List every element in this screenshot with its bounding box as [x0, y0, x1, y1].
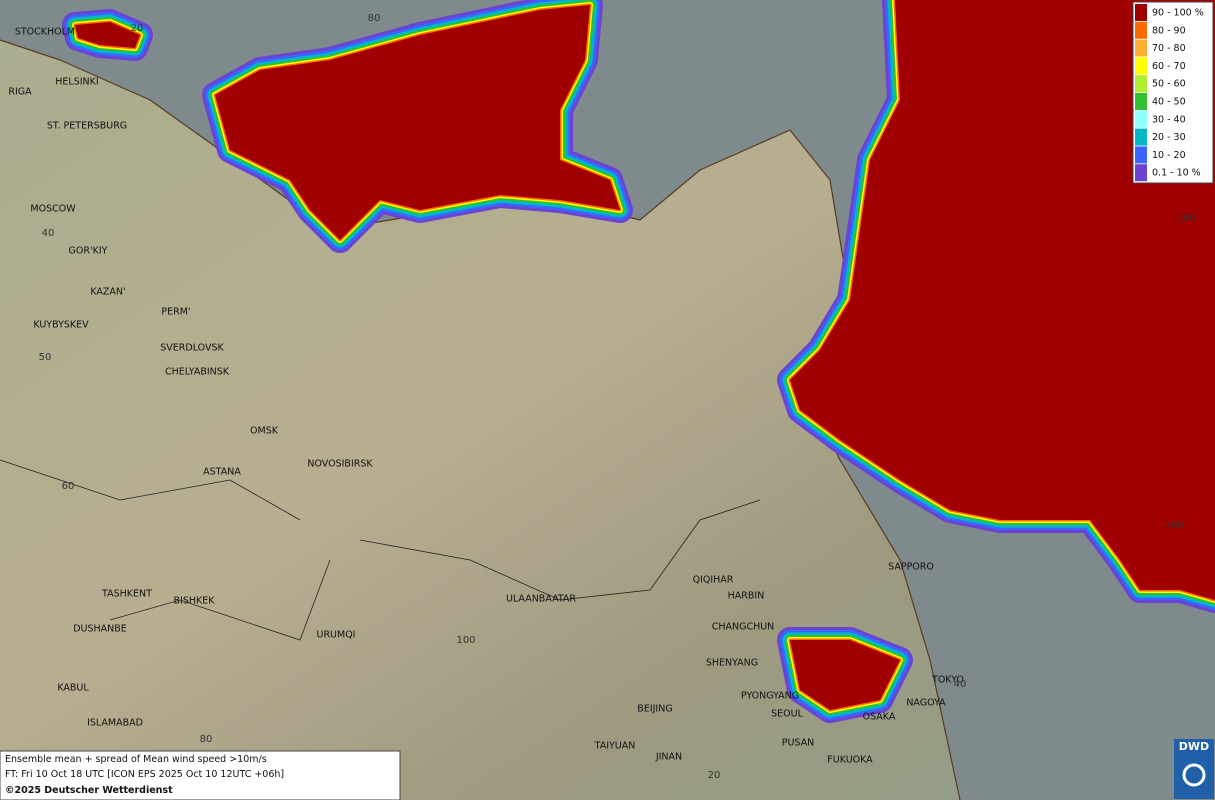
city-label: BEIJING — [637, 704, 672, 715]
city-label: ISLAMABAD — [87, 718, 143, 729]
city-label: NOVOSIBIRSK — [307, 459, 373, 470]
grid-label: 80 — [200, 734, 213, 745]
legend: 90 - 100 % 80 - 90 70 - 80 60 - 70 50 - 60 40… — [1132, 1, 1214, 184]
city-label: PUSAN — [782, 738, 815, 749]
city-label: QIQIHAR — [693, 575, 734, 586]
legend-swatch — [1135, 164, 1147, 182]
logo-icon — [1182, 763, 1206, 787]
grid-label: 20 — [708, 770, 721, 781]
city-label: CHELYABINSK — [165, 367, 230, 378]
legend-swatch — [1135, 21, 1147, 39]
city-label: TAIYUAN — [594, 741, 636, 752]
grid-label: 180 — [1176, 213, 1195, 224]
legend-swatch — [1135, 93, 1147, 110]
city-label: SVERDLOVSK — [160, 343, 224, 354]
wind-core — [75, 22, 140, 48]
city-label: HELSINKI — [55, 77, 98, 88]
city-label: KUYBYSKEV — [33, 320, 89, 331]
city-label: OSAKA — [863, 712, 896, 723]
legend-label: 80 - 90 — [1152, 25, 1186, 36]
city-label: CHANGCHUN — [712, 622, 775, 633]
city-label: NAGOYA — [906, 698, 946, 709]
city-label: DUSHANBE — [73, 624, 127, 635]
city-label: ST. PETERSBURG — [47, 121, 127, 132]
grid-label: 100 — [456, 635, 475, 646]
legend-swatch — [1135, 57, 1147, 75]
borders — [0, 459, 761, 641]
city-label: PYONGYANG — [741, 691, 799, 702]
legend-swatch — [1135, 128, 1147, 146]
city-label: BISHKEK — [174, 596, 216, 607]
coastline — [0, 39, 961, 801]
grid-label: 20 — [131, 23, 144, 34]
city-label: SHENYANG — [706, 658, 758, 669]
legend-swatch — [1135, 146, 1147, 164]
wind-core — [215, 5, 620, 240]
footer-text: FT: Fri 10 Oct 18 UTC [ICON EPS 2025 Oct… — [5, 769, 284, 780]
grid-label: 40 — [42, 228, 55, 239]
city-label: STOCKHOLM — [15, 27, 75, 38]
grid-label: 80 — [368, 13, 381, 24]
legend-label: 30 - 40 — [1152, 114, 1186, 125]
legend-label: 90 - 100 % — [1152, 8, 1204, 19]
footer-text: Ensemble mean + spread of Mean wind spee… — [5, 754, 267, 765]
city-label: MOSCOW — [30, 204, 76, 215]
city-label: FUKUOKA — [827, 755, 873, 766]
legend-label: 40 - 50 — [1152, 97, 1186, 108]
city-label: SAPPORO — [888, 562, 934, 573]
city-label: TOKYO — [931, 675, 964, 686]
grid-label: 60 — [62, 481, 75, 492]
logo-text: DWD — [1179, 740, 1209, 753]
city-label: URUMQI — [317, 630, 356, 641]
city-label: ASTANA — [203, 467, 241, 478]
wind-areas — [62, 0, 1215, 723]
city-label: KABUL — [57, 683, 89, 694]
legend-swatch — [1135, 39, 1147, 57]
city-label: JINAN — [655, 752, 682, 763]
legend-label: 20 - 30 — [1152, 132, 1186, 143]
city-label: PERM' — [161, 307, 190, 318]
city-label: RIGA — [8, 87, 32, 98]
legend-label: 10 - 20 — [1152, 150, 1186, 161]
wind-core — [790, 640, 900, 710]
wind-core — [790, 0, 1215, 600]
city-label: GOR'KIY — [69, 246, 108, 257]
city-label: KAZAN' — [90, 287, 125, 298]
city-label: TASHKENT — [101, 589, 152, 600]
city-label: SEOUL — [771, 709, 803, 720]
city-label: HARBIN — [728, 591, 765, 602]
grid-label: 50 — [39, 352, 52, 363]
legend-label: 50 - 60 — [1152, 79, 1186, 90]
legend-swatch — [1135, 75, 1147, 93]
grid-label: 40 — [954, 679, 967, 690]
city-label: ULAANBAATAR — [506, 594, 576, 605]
city-label: OMSK — [250, 426, 279, 437]
logo — [1174, 739, 1214, 799]
legend-label: 0.1 - 10 % — [1152, 168, 1201, 179]
legend-label: 60 - 70 — [1152, 61, 1186, 72]
legend-swatch — [1135, 110, 1147, 128]
legend-label: 70 - 80 — [1152, 43, 1186, 54]
grid-label: 160 — [1164, 520, 1183, 531]
legend-swatch — [1135, 4, 1147, 21]
footer-text: ©2025 Deutscher Wetterdienst — [5, 785, 173, 796]
